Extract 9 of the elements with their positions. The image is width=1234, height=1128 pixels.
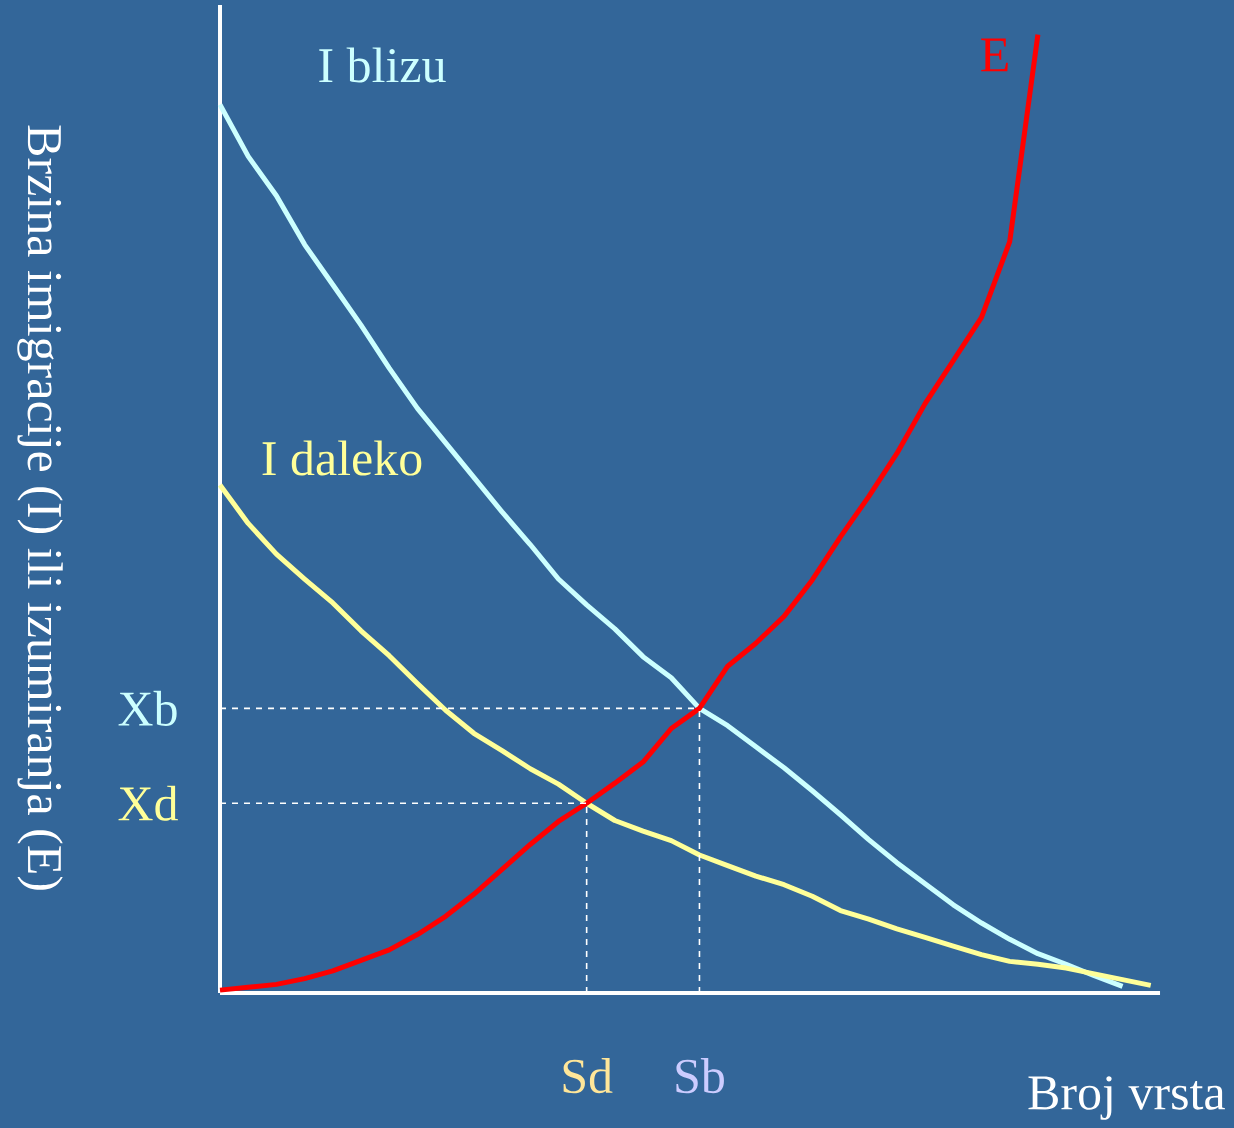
ref-line-label: Xd <box>118 785 178 821</box>
x-tick-label: Sd <box>563 1058 613 1094</box>
y-axis-title: Brzina imigracije (I) ili izumiranja (E) <box>17 125 63 890</box>
x-tick-label: Sb <box>676 1058 724 1094</box>
series-label: E <box>981 38 1008 72</box>
ref-line-label: Xb <box>118 690 177 726</box>
x-axis-title: Broj vrsta <box>1028 1076 1225 1120</box>
series-label: I blizu <box>319 47 446 83</box>
series-label: I daleko <box>262 440 422 476</box>
